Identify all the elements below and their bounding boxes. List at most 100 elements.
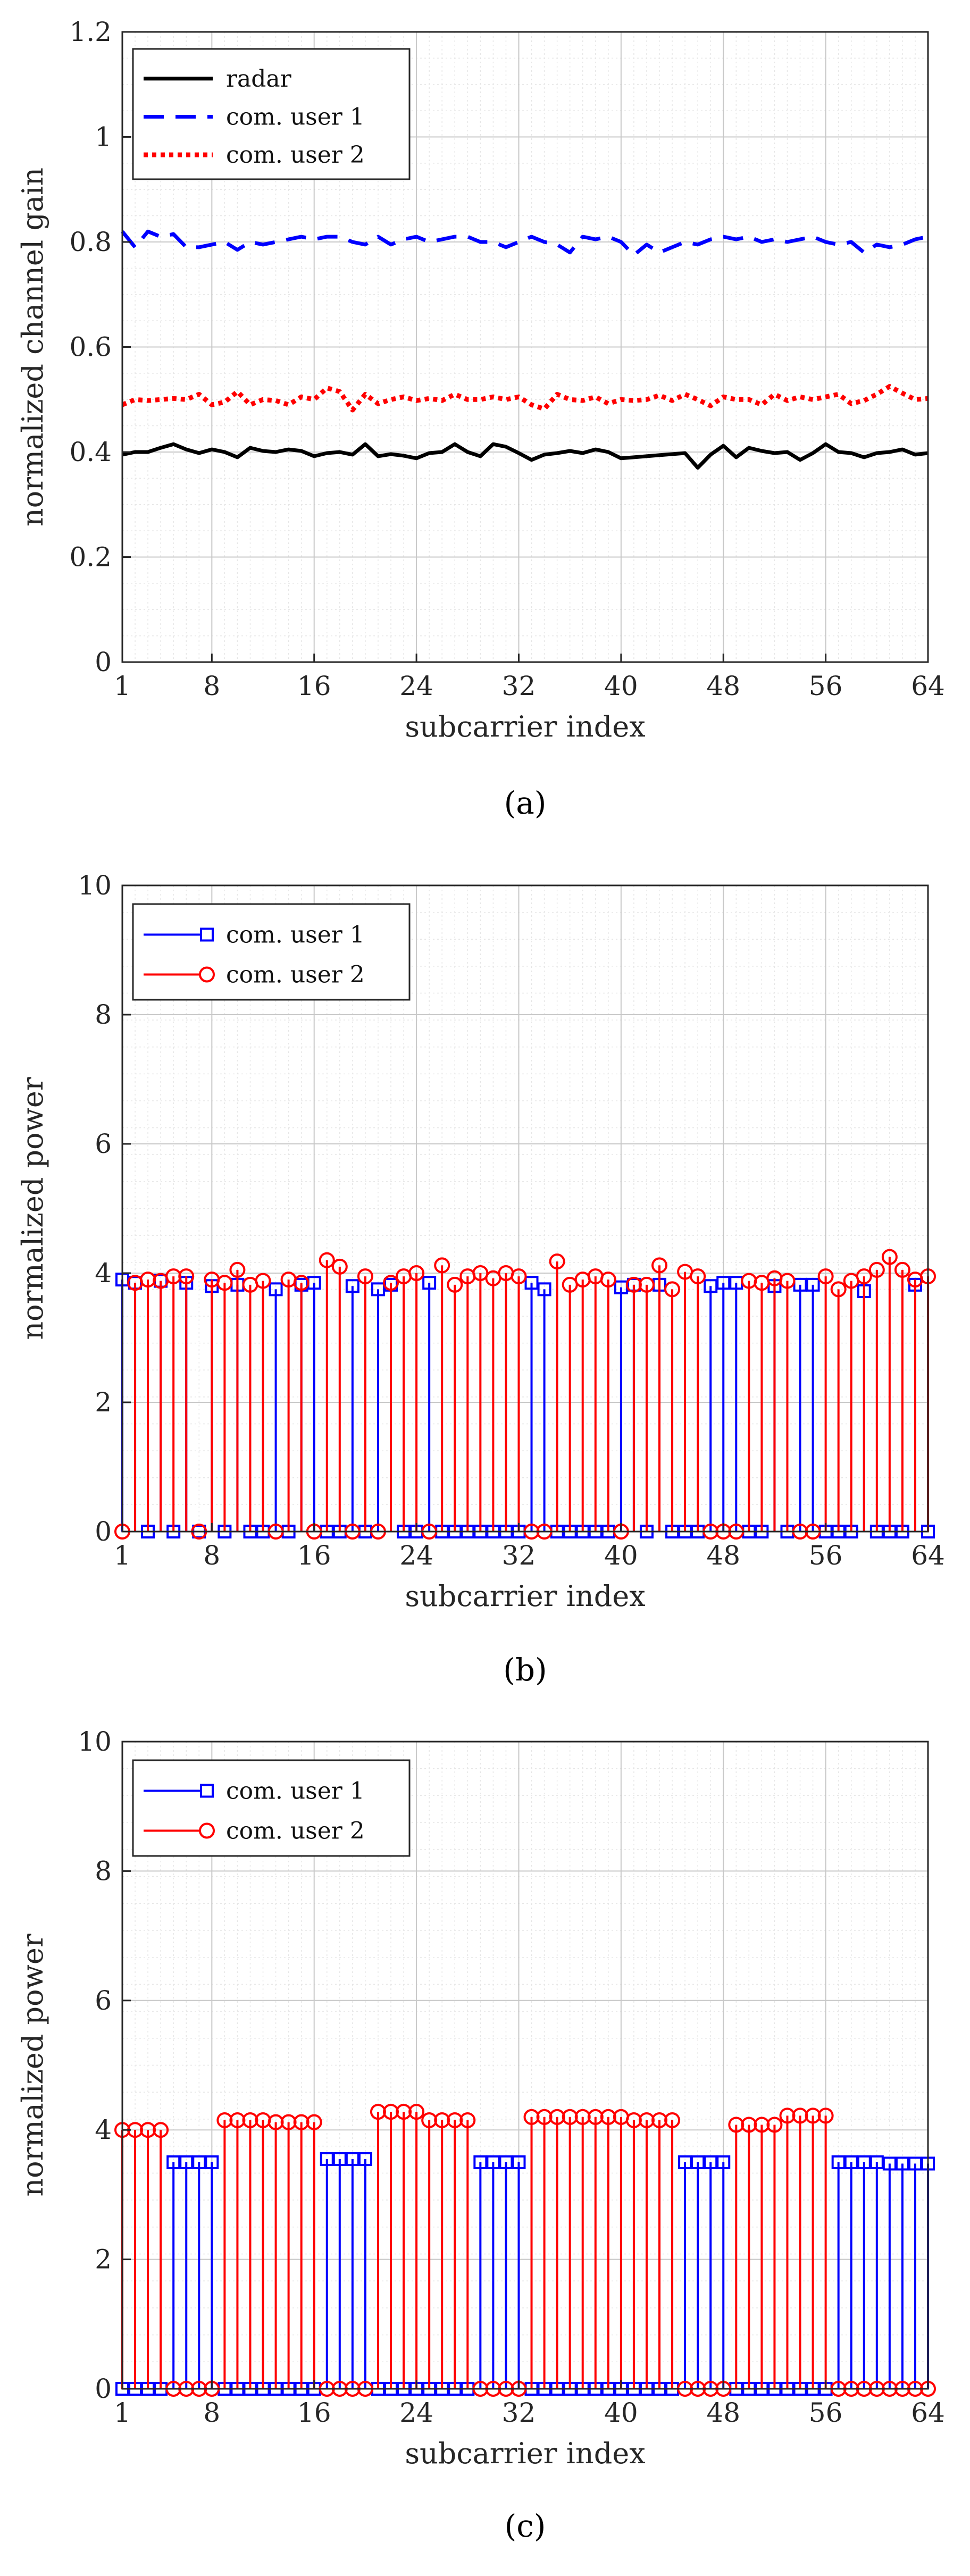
x-tick-label: 64 [911, 1540, 945, 1571]
stem-marker-square [486, 2155, 500, 2170]
stem-marker-circle [408, 1265, 425, 1281]
legend-label: radar [226, 65, 292, 93]
legend-box [132, 903, 411, 1001]
x-tick-label: 56 [809, 1540, 843, 1571]
x-tick-label: 16 [297, 671, 331, 701]
stem-marker-square [869, 2155, 884, 2170]
stem-marker-circle [664, 2112, 681, 2128]
stem-series-1 [115, 2152, 935, 2396]
stem-marker-circle [638, 1276, 655, 1293]
stem-marker-circle [868, 1261, 885, 1278]
stem-marker-circle [817, 2107, 834, 2124]
series-line-com-user-1 [121, 229, 929, 257]
y-tick-label: 2 [95, 1387, 112, 1418]
x-tick-label: 8 [203, 671, 220, 701]
stem-marker-square [192, 2155, 206, 2170]
stem-marker-square [499, 2155, 513, 2170]
stem-marker-circle [600, 1272, 616, 1288]
stem-marker-circle [511, 1268, 527, 1285]
legend-marker-square [200, 1784, 214, 1798]
x-tick-label: 64 [911, 2397, 945, 2428]
y-axis-label: normalized power [16, 1077, 49, 1340]
stem-marker-circle [459, 2112, 476, 2128]
x-tick-label: 1 [114, 2397, 131, 2428]
y-tick-label: 1 [95, 122, 112, 153]
stem-marker-circle [153, 2122, 169, 2138]
x-tick-label: 24 [399, 2397, 433, 2428]
legend: com. user 1 com. user 2 [132, 903, 411, 1001]
legend-label: com. user 2 [226, 1818, 365, 1845]
x-tick-label: 40 [604, 671, 638, 701]
y-axis-label: normalized power [16, 1934, 49, 2196]
x-tick-label: 40 [604, 2397, 638, 2428]
x-tick-label: 24 [399, 671, 433, 701]
stem-marker-square [831, 2155, 846, 2170]
y-tick-label: 0.4 [69, 437, 112, 467]
stem-marker-circle [178, 1268, 195, 1285]
stem-marker-square [512, 2155, 526, 2170]
grid [122, 31, 929, 663]
stem-marker-circle [894, 1261, 910, 1278]
stem-marker-square [371, 1282, 385, 1297]
stem-marker-square [422, 1276, 437, 1290]
y-tick-label: 2 [95, 2244, 112, 2275]
stem-marker-circle [779, 1273, 796, 1289]
legend-label: com. user 2 [226, 141, 365, 169]
x-tick-label: 64 [911, 671, 945, 701]
panel-caption: (c) [505, 2508, 546, 2544]
stem-marker-square [524, 1276, 539, 1290]
x-tick-label: 1 [114, 671, 131, 701]
stem-marker-circle [881, 1249, 898, 1265]
x-tick-label: 56 [809, 671, 843, 701]
legend-box [132, 1759, 411, 1857]
stem-marker-circle [331, 1258, 348, 1275]
stem-marker-circle [434, 1257, 450, 1274]
stem-marker-circle [830, 1281, 847, 1298]
x-axis-label: subcarrier index [405, 1579, 645, 1613]
x-tick-label: 48 [706, 1540, 740, 1571]
y-tick-label: 0.6 [69, 332, 112, 363]
x-tick-label: 8 [203, 1540, 220, 1571]
stem-marker-circle [817, 1268, 834, 1285]
y-tick-label: 10 [78, 1726, 112, 1757]
y-tick-label: 4 [95, 2114, 112, 2145]
stem-marker-square [895, 2156, 909, 2171]
legend-marker-square [200, 927, 214, 942]
x-tick-label: 1 [114, 1540, 131, 1571]
stem-marker-square [205, 2155, 219, 2170]
y-tick-label: 0.2 [69, 542, 112, 573]
legend-box [132, 48, 411, 180]
legend: radar com. user 1 com. user 2 [132, 48, 411, 180]
stem-marker-square [908, 2156, 922, 2171]
y-tick-label: 10 [78, 870, 112, 901]
x-tick-label: 16 [297, 1540, 331, 1571]
stem-marker-square [358, 2152, 372, 2166]
stem-marker-circle [383, 1275, 399, 1291]
x-tick-label: 40 [604, 1540, 638, 1571]
stem-marker-square [716, 2155, 731, 2170]
y-tick-label: 0.8 [69, 227, 112, 257]
panel-a: 1 8 16 24 32 40 48 56 64 0 0.2 0.4 0.6 0.8 1 1.2 subcarr… [16, 16, 945, 821]
y-tick-label: 8 [95, 999, 112, 1030]
stem-marker-square [857, 2155, 871, 2170]
legend: com. user 1 com. user 2 [132, 1759, 411, 1857]
stem-marker-circle [357, 1268, 373, 1285]
y-tick-label: 6 [95, 1985, 112, 2016]
y-tick-label: 1.2 [69, 16, 112, 47]
stem-marker-square [269, 1282, 283, 1297]
stem-marker-square [882, 2156, 897, 2171]
stem-marker-square [537, 1282, 551, 1297]
x-tick-label: 56 [809, 2397, 843, 2428]
axes-box [121, 1741, 929, 2390]
panel-caption: (b) [503, 1652, 547, 1688]
y-axis-label: normalized channel gain [16, 168, 49, 526]
stem-marker-circle [664, 1281, 681, 1298]
y-tick-label: 8 [95, 1855, 112, 1886]
stem-marker-circle [293, 1275, 310, 1291]
stem-marker-circle [856, 1268, 872, 1285]
stem-marker-square [345, 1279, 359, 1293]
stem-marker-square [320, 2152, 334, 2166]
stem-marker-square [844, 2155, 858, 2170]
